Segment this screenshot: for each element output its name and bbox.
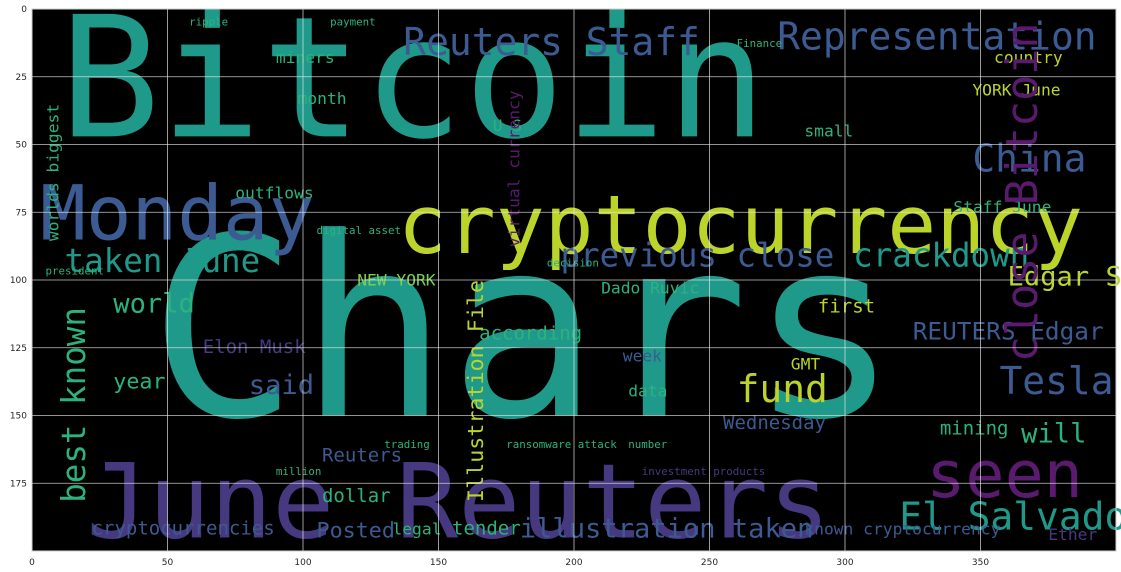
cloud-word: number bbox=[628, 438, 668, 451]
cloud-word: small bbox=[804, 121, 853, 140]
x-tick-label: 100 bbox=[294, 558, 311, 568]
cloud-word: cryptocurrencies bbox=[92, 518, 275, 540]
x-tick-label: 0 bbox=[29, 558, 35, 568]
cloud-word-vertical: Illustration File bbox=[464, 280, 489, 502]
x-axis: 0 50 100 150 200 250 300 350 bbox=[29, 558, 989, 568]
cloud-word: miners bbox=[276, 48, 335, 67]
cloud-word: Ether bbox=[1048, 525, 1097, 544]
cloud-word: Bitcoin bbox=[59, 0, 767, 176]
x-tick-label: 50 bbox=[162, 558, 174, 568]
y-tick-label: 50 bbox=[16, 141, 28, 151]
y-tick-label: 75 bbox=[16, 208, 27, 218]
cloud-word: according bbox=[479, 323, 582, 345]
cloud-word: Dado Ruvic bbox=[601, 279, 699, 298]
plot-frame bbox=[31, 8, 1117, 552]
cloud-word: REUTERS Edgar bbox=[913, 317, 1104, 346]
cloud-word-vertical: virtual currency bbox=[504, 90, 523, 247]
cloud-word: payment bbox=[330, 15, 376, 28]
cloud-word-vertical: best known bbox=[55, 307, 93, 503]
cloud-word: U S bbox=[493, 116, 522, 135]
cloud-word: taken June bbox=[65, 242, 261, 280]
cloud-word: mining bbox=[940, 417, 1009, 439]
cloud-word: country bbox=[994, 48, 1063, 67]
cloud-word: previous close bbox=[560, 236, 834, 274]
cloud-word: president bbox=[46, 265, 105, 278]
y-tick-label: 150 bbox=[10, 412, 27, 422]
cloud-word: Posted bbox=[317, 518, 395, 543]
cloud-word: Edgar Su bbox=[1008, 261, 1121, 292]
y-tick-label: 0 bbox=[21, 5, 27, 15]
cloud-word-vertical: close Bitcoin bbox=[998, 23, 1048, 363]
cloud-word: decision bbox=[547, 256, 599, 269]
cloud-word: Reuters Staff bbox=[403, 20, 700, 64]
cloud-word: investment products bbox=[642, 465, 766, 478]
cloud-word: week bbox=[623, 346, 662, 365]
cloud-word: million bbox=[276, 465, 322, 478]
cloud-word: China bbox=[972, 137, 1086, 181]
cloud-word: June Reuters bbox=[86, 442, 830, 562]
x-tick-label: 350 bbox=[972, 558, 989, 568]
cloud-word: illustration taken bbox=[520, 513, 814, 544]
cloud-word: GMT bbox=[791, 354, 821, 373]
cloud-word: Monday bbox=[40, 169, 314, 257]
cloud-word: dollar bbox=[322, 485, 391, 507]
y-tick-label: 100 bbox=[10, 276, 27, 286]
cloud-word: digital asset bbox=[317, 224, 402, 237]
cloud-word: Reuters bbox=[322, 445, 402, 467]
cloud-word: Wednesday bbox=[723, 412, 826, 434]
cloud-word: Elon Musk bbox=[203, 336, 307, 358]
cloud-word: YORK June bbox=[972, 81, 1060, 100]
cloud-word: fund bbox=[737, 367, 828, 411]
cloud-word: Representation bbox=[777, 15, 1096, 59]
cloud-word: will bbox=[1021, 419, 1086, 450]
cloud-word: month bbox=[298, 89, 347, 108]
cloud-word: seen bbox=[926, 438, 1083, 513]
cloud-word: crackdown bbox=[853, 236, 1029, 274]
cloud-word: said bbox=[249, 370, 314, 401]
cloud-word: legal bbox=[392, 520, 441, 539]
y-axis: 0 25 50 75 100 125 150 175 bbox=[10, 5, 27, 489]
cloud-word: cryptocurrency bbox=[398, 179, 1083, 273]
x-tick-label: 300 bbox=[836, 558, 853, 568]
cloud-word: tender bbox=[452, 518, 521, 540]
cloud-word: world bbox=[113, 289, 195, 320]
cloud-word: outflows bbox=[235, 184, 313, 203]
cloud-word: Tesla bbox=[999, 359, 1113, 403]
y-tick-label: 175 bbox=[10, 479, 27, 489]
cloud-word: El Salvador bbox=[899, 494, 1121, 538]
cloud-word: Finance bbox=[737, 37, 783, 50]
cloud-word: first bbox=[818, 296, 875, 318]
cloud-word: Staff June bbox=[953, 197, 1051, 216]
cloud-word: trading bbox=[384, 438, 430, 451]
y-tick-label: 25 bbox=[16, 73, 27, 83]
x-tick-label: 250 bbox=[701, 558, 718, 568]
x-tick-label: 150 bbox=[430, 558, 447, 568]
cloud-word: year bbox=[113, 369, 165, 394]
cloud-word-vertical: worlds biggest bbox=[44, 104, 63, 241]
x-tick-label: 200 bbox=[565, 558, 582, 568]
y-tick-label: 125 bbox=[10, 344, 27, 354]
cloud-word: known cryptocurrency bbox=[804, 520, 1000, 539]
cloud-word: ransomware attack bbox=[506, 438, 617, 451]
cloud-word: data bbox=[628, 382, 667, 401]
cloud-word: Chars bbox=[149, 185, 899, 475]
cloud-word: ripple bbox=[189, 15, 228, 28]
